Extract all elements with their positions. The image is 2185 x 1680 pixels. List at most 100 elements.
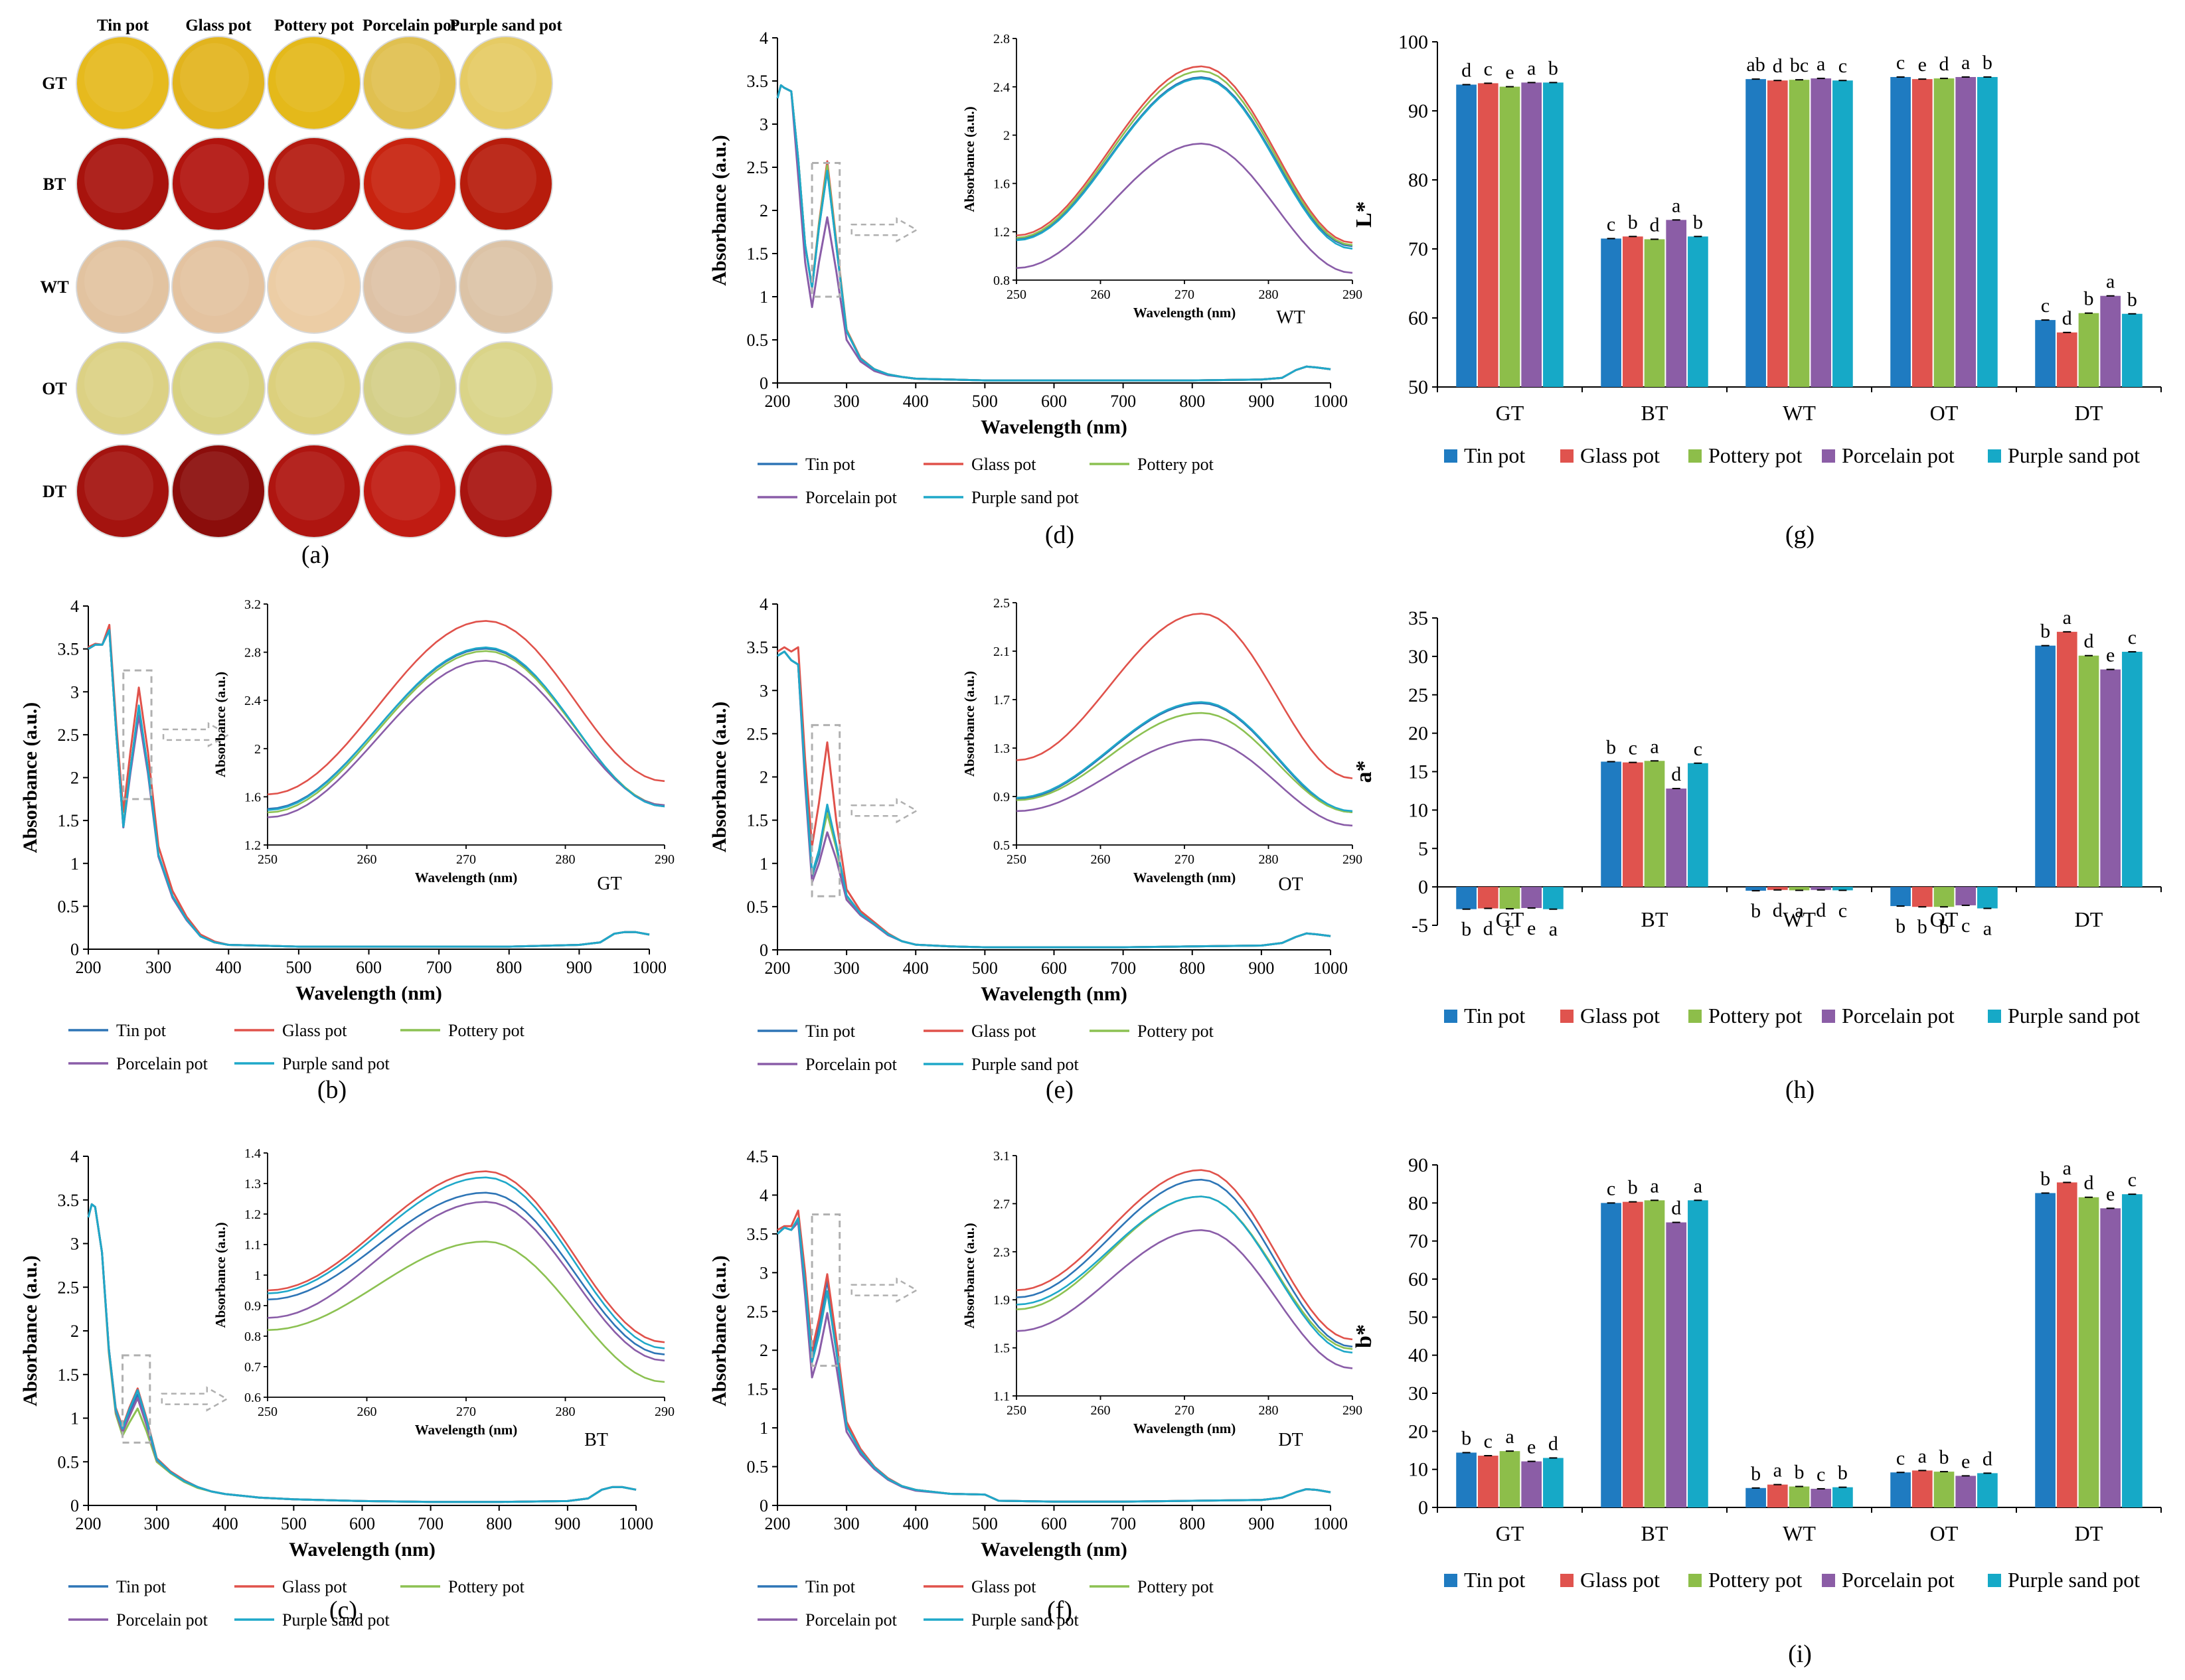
series-line xyxy=(776,84,1331,382)
legend-label: Pottery pot xyxy=(1137,1022,1214,1041)
y-axis-title: L* xyxy=(1352,201,1376,228)
zoom-arrow xyxy=(162,722,230,748)
x-tick-label: 600 xyxy=(1041,392,1067,411)
legend-label: Purple sand pot xyxy=(971,488,1080,507)
legend-label: Tin pot xyxy=(805,1577,856,1596)
significance-letter: e xyxy=(1961,1450,1970,1472)
significance-letter: d xyxy=(1773,899,1783,921)
tea-sample-photo xyxy=(363,341,457,435)
legend-label: Tin pot xyxy=(116,1021,167,1040)
inset-x-tick-label: 280 xyxy=(1259,287,1279,302)
x-tick-label: 500 xyxy=(972,1514,998,1533)
series-line xyxy=(776,1221,1331,1503)
bar xyxy=(1499,1451,1520,1507)
category-label: WT xyxy=(1783,907,1816,931)
y-tick-label: -5 xyxy=(1412,915,1428,937)
photo-row-label: BT xyxy=(43,175,66,194)
bar xyxy=(2078,313,2099,387)
y-tick-label: 0.5 xyxy=(747,897,769,917)
significance-letter: c xyxy=(1896,52,1905,74)
inset-x-tick-label: 260 xyxy=(1091,852,1111,867)
y-axis-title: b* xyxy=(1352,1324,1376,1348)
tea-sample-highlight xyxy=(84,43,153,112)
bar xyxy=(1745,887,1766,891)
bar xyxy=(1543,887,1564,909)
bar xyxy=(1688,236,1708,387)
legend-label: Glass pot xyxy=(971,1022,1036,1041)
legend-swatch xyxy=(1988,1574,2001,1587)
category-label: DT xyxy=(2075,1521,2103,1545)
photo-column-label: Purple sand pot xyxy=(449,17,562,35)
x-tick-label: 500 xyxy=(285,958,311,977)
significance-letter: e xyxy=(2106,645,2115,666)
photo-column-label: Pottery pot xyxy=(274,17,355,35)
photo-row-label: WT xyxy=(40,277,68,297)
y-tick-label: 1.5 xyxy=(747,1380,769,1399)
bar xyxy=(1456,1452,1477,1507)
photo-row-label: DT xyxy=(42,482,66,501)
y-tick-label: 70 xyxy=(1408,238,1428,260)
x-tick-label: 1000 xyxy=(1313,392,1348,411)
bar xyxy=(1477,83,1498,388)
legend-swatch xyxy=(1444,1010,1457,1023)
x-tick-label: 500 xyxy=(972,958,998,978)
inset-y-tick-label: 1.3 xyxy=(244,1177,261,1191)
significance-letter: b xyxy=(2040,1168,2050,1189)
legend-label: Porcelain pot xyxy=(1842,443,1955,467)
legend-swatch xyxy=(1688,1010,1702,1023)
legend-label: Glass pot xyxy=(971,1577,1036,1596)
series-line xyxy=(87,1203,637,1503)
legend-label: Glass pot xyxy=(282,1021,347,1040)
y-tick-label: 60 xyxy=(1408,1268,1428,1290)
legend-swatch xyxy=(1688,1574,1702,1587)
legend-swatch xyxy=(1560,1010,1574,1023)
x-tick-label: 200 xyxy=(765,958,791,978)
legend-label: Purple sand pot xyxy=(971,1610,1080,1630)
inset-x-tick-label: 270 xyxy=(1174,287,1194,302)
inset-y-axis-title: Absorbance (a.u.) xyxy=(212,1222,228,1328)
x-tick-label: 700 xyxy=(418,1514,444,1533)
tea-sample-photo xyxy=(76,341,170,435)
bar xyxy=(1499,86,1520,387)
inset-x-tick-label: 250 xyxy=(1007,852,1026,867)
inset-chart: 0.8 1.2 1.6 2 2.4 2.8 250 260 270 280 290 Wavelengt… xyxy=(961,32,1362,321)
tea-sample-highlight xyxy=(467,43,536,112)
significance-letter: d xyxy=(2062,307,2072,329)
tea-sample-highlight xyxy=(276,144,345,213)
x-tick-label: 500 xyxy=(281,1514,307,1533)
series-line xyxy=(87,1203,637,1503)
y-tick-label: 0 xyxy=(1418,1497,1428,1519)
x-tick-label: 700 xyxy=(1110,392,1136,411)
legend-swatch xyxy=(1822,1574,1835,1587)
significance-letter: c xyxy=(1838,899,1847,921)
bar xyxy=(1832,1487,1853,1507)
inset-y-tick-label: 1.5 xyxy=(993,1341,1010,1356)
x-tick-label: 300 xyxy=(834,1514,860,1533)
legend-label: Glass pot xyxy=(1580,443,1660,467)
y-tick-label: 30 xyxy=(1408,646,1428,668)
inset-series-line xyxy=(267,646,665,811)
inset-series-line xyxy=(1016,738,1353,827)
y-tick-label: 3.5 xyxy=(747,72,769,91)
series-line xyxy=(88,629,650,948)
spectrum-panel-bt: 0 0.5 1 1.5 2 2.5 3 3.5 4 200 300 400 500 600 700 800 90… xyxy=(19,1146,675,1630)
bar xyxy=(1622,762,1643,887)
significance-letter: b xyxy=(1896,915,1905,937)
bar xyxy=(1977,77,1998,387)
bar xyxy=(2078,1197,2099,1507)
bar xyxy=(1601,238,1621,387)
bar xyxy=(2056,332,2077,387)
inset-y-tick-label: 1.4 xyxy=(244,1146,261,1161)
inset-chart: 1.2 1.6 2 2.4 2.8 3.2 250 260 270 280 290 Wavelengt… xyxy=(212,597,675,885)
bar xyxy=(2100,1208,2121,1507)
inset-series-line xyxy=(1016,613,1353,779)
inset-x-tick-label: 250 xyxy=(258,852,278,867)
legend-label: Porcelain pot xyxy=(805,488,898,507)
bar xyxy=(1477,1456,1498,1507)
inset-x-tick-label: 290 xyxy=(1342,1403,1362,1418)
x-tick-label: 1000 xyxy=(1313,1514,1348,1533)
inset-x-tick-label: 290 xyxy=(655,1405,675,1419)
category-label: BT xyxy=(1641,401,1668,425)
bar xyxy=(1955,1476,1977,1507)
inset-x-tick-label: 260 xyxy=(1091,287,1111,302)
